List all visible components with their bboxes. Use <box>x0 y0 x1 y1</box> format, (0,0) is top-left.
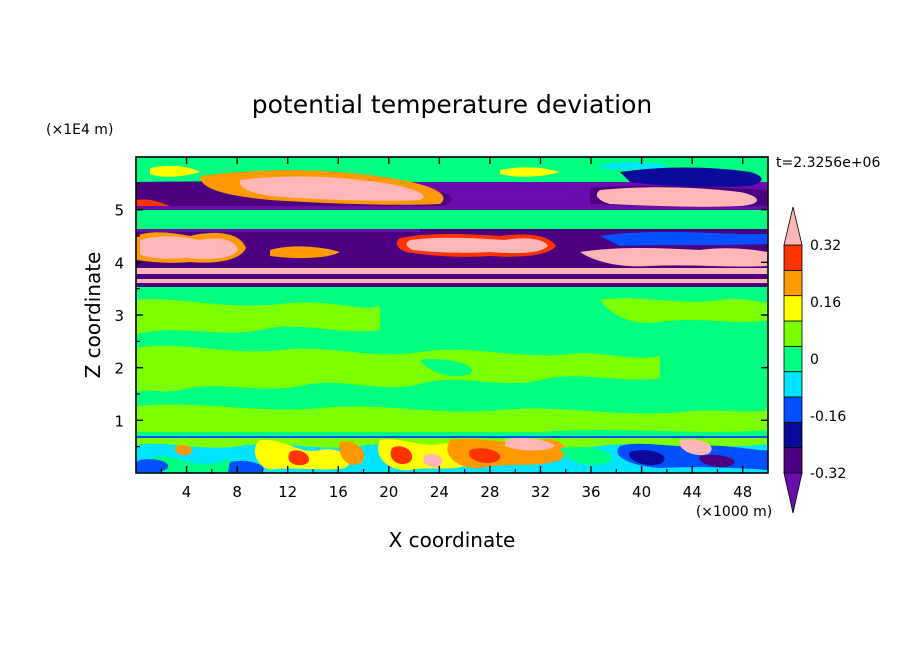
x-tick-label: 4 <box>182 483 192 501</box>
colorbar-box <box>783 244 803 271</box>
colorbar-label: -0.16 <box>810 409 846 425</box>
x-tick-label: 40 <box>632 483 651 501</box>
x-tick-label: 12 <box>278 483 297 501</box>
x-tick-label: 16 <box>329 483 348 501</box>
x-tick-label: 36 <box>581 483 600 501</box>
x-tick-label: 24 <box>430 483 449 501</box>
y-tick-label: 5 <box>114 202 124 220</box>
time-label: t=2.3256e+06 <box>776 155 880 171</box>
middle-band <box>136 298 768 438</box>
colorbar-extend-bottom <box>783 472 803 514</box>
colorbar-label: 0 <box>810 352 819 368</box>
colorbar-box <box>783 320 803 347</box>
y-tick-label: 4 <box>114 254 124 272</box>
colorbar-label: -0.32 <box>810 466 846 482</box>
colorbar-box <box>783 295 803 322</box>
colorbar-label: 0.16 <box>810 295 841 311</box>
y-tick-label: 3 <box>114 307 124 325</box>
x-tick-label: 8 <box>232 483 242 501</box>
colorbar: -0.32 -0.16 0 0.16 0.32 <box>783 206 846 514</box>
y-tick-label: 2 <box>114 360 124 378</box>
colorbar-box <box>783 371 803 398</box>
y-tick-label: 1 <box>114 412 124 430</box>
lower-turbulent-zone <box>136 437 768 473</box>
x-axis-title: X coordinate <box>389 528 516 552</box>
colorbar-box <box>783 447 803 474</box>
x-tick-label: 28 <box>480 483 499 501</box>
x-tick-label: 20 <box>379 483 398 501</box>
colorbar-box <box>783 345 803 373</box>
colorbar-box <box>783 269 803 297</box>
colorbar-label: 0.32 <box>810 238 841 254</box>
y-unit-label: (×1E4 m) <box>46 122 113 138</box>
colorbar-box <box>783 396 803 423</box>
upper-zone <box>136 157 768 287</box>
y-axis: 1 2 3 4 5 <box>114 182 768 448</box>
chart-title: potential temperature deviation <box>252 90 652 119</box>
x-axis: 4 8 12 16 20 24 28 32 36 40 44 48 <box>160 157 752 501</box>
colorbar-extend-top <box>783 206 803 246</box>
x-tick-label: 32 <box>531 483 550 501</box>
y-axis-title: Z coordinate <box>81 252 105 379</box>
x-tick-label: 48 <box>733 483 752 501</box>
x-unit-label: (×1000 m) <box>696 504 772 520</box>
colorbar-box <box>783 421 803 449</box>
contour-field <box>136 157 768 473</box>
x-tick-label: 44 <box>683 483 702 501</box>
